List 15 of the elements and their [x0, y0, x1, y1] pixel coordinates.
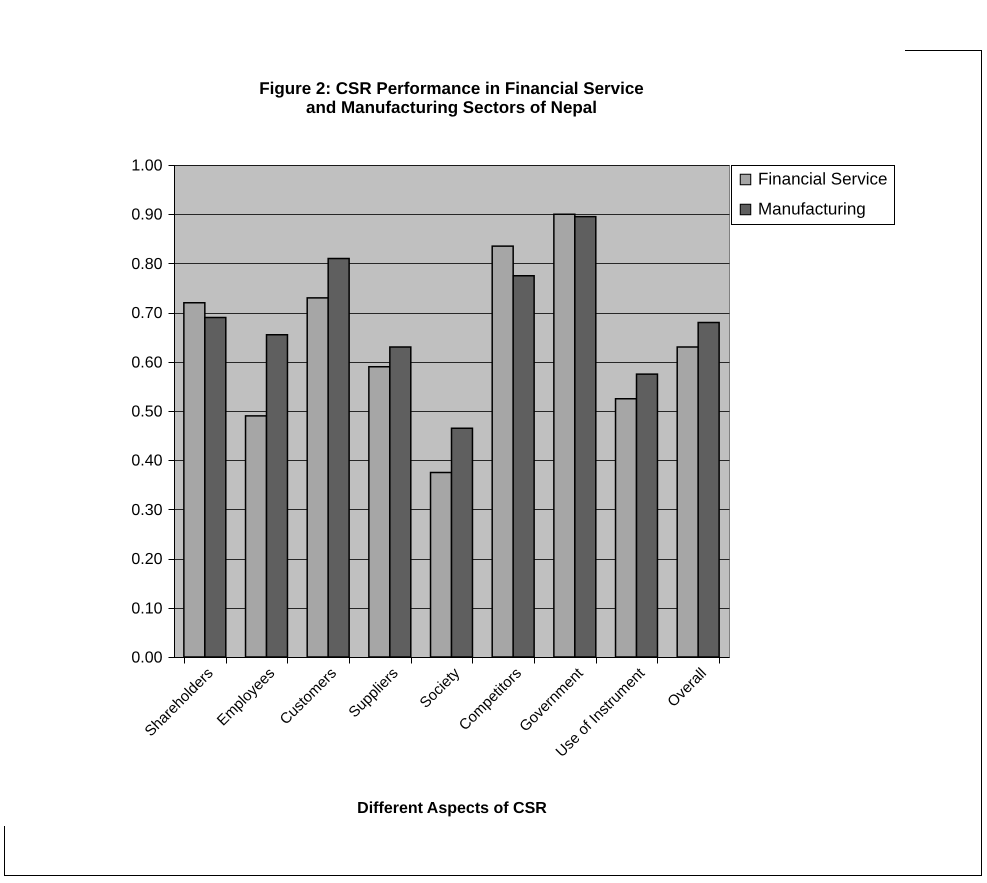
x-axis-title: Different Aspects of CSR — [357, 800, 548, 817]
y-tick-label: 0.90 — [131, 206, 163, 224]
y-tick-label: 0.20 — [131, 551, 163, 568]
y-tick-label: 0.00 — [131, 650, 163, 666]
y-tick-label: 1.00 — [131, 158, 163, 174]
legend-label: Financial Service — [758, 170, 888, 188]
chart-title: Figure 2: CSR Performance in Financial Service and Manufacturing Sectors of Nepal — [259, 79, 644, 117]
y-tick-label: 0.40 — [131, 452, 163, 470]
y-tick-label: 0.10 — [131, 600, 163, 618]
y-tick-label: 0.30 — [131, 502, 163, 519]
y-tick-label: 0.50 — [131, 404, 163, 420]
y-tick-label: 0.80 — [131, 256, 163, 273]
legend-label: Manufacturing — [758, 200, 866, 218]
y-tick-label: 0.70 — [131, 305, 163, 322]
y-tick-label: 0.60 — [131, 354, 163, 372]
